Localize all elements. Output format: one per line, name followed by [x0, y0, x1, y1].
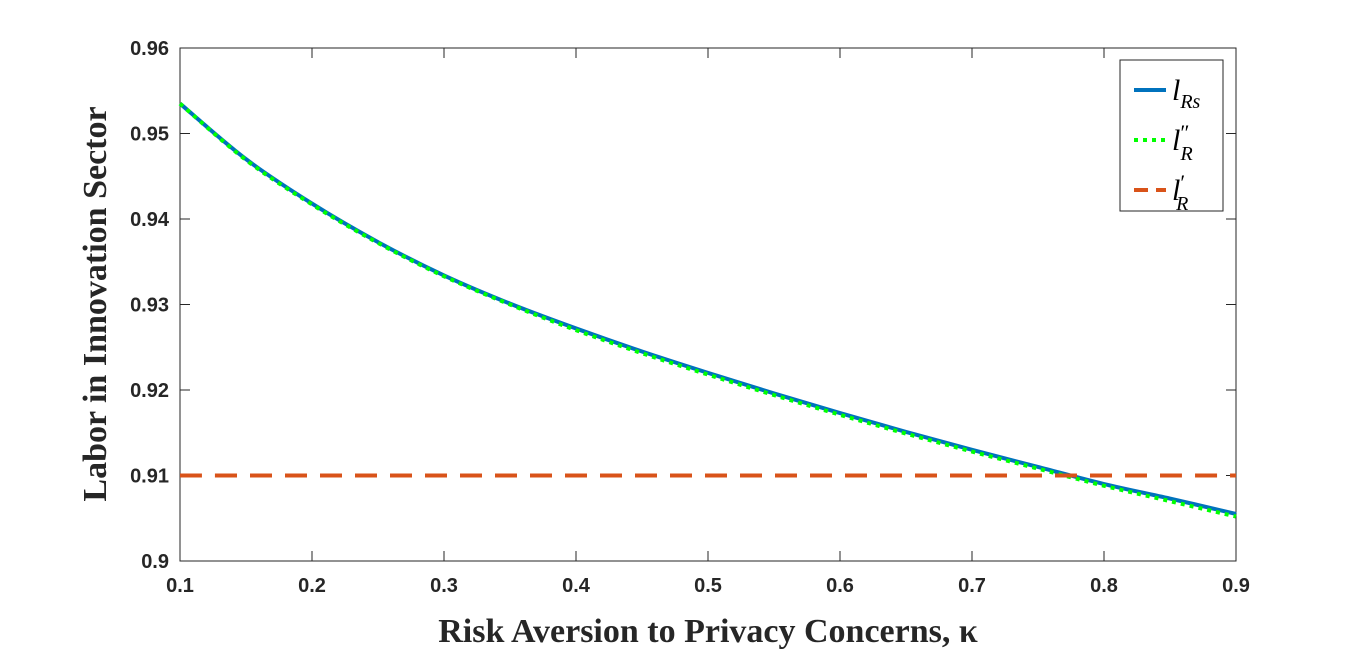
series-lines	[178, 102, 1237, 519]
plot-area	[179, 47, 1237, 562]
y-tick-label: 0.94	[130, 209, 170, 231]
legend-label: l′ R	[1172, 170, 1188, 215]
legend-box	[1119, 59, 1224, 212]
legend: lRs l″ R l′ R	[1119, 59, 1224, 215]
x-tick-label: 0.9	[1222, 575, 1250, 597]
y-tick-label: 0.9	[141, 551, 169, 573]
y-tick-label: 0.93	[130, 295, 169, 317]
x-tick-label: 0.6	[826, 575, 854, 597]
x-tick-label: 0.8	[1090, 575, 1118, 597]
series-line-solid	[178, 102, 1237, 516]
y-tick-label: 0.95	[130, 124, 169, 146]
y-axis-label: Labor in Innovation Sector	[77, 106, 114, 501]
x-axis-ticks: 0.1 0.2 0.3 0.4 0.5 0.6 0.7 0.8 0.9	[166, 48, 1250, 597]
legend-label: l″ R	[1172, 120, 1193, 165]
y-tick-label: 0.91	[130, 466, 169, 488]
y-tick-label: 0.96	[130, 38, 169, 60]
x-axis-label: Risk Aversion to Privacy Concerns, κ	[438, 613, 978, 650]
legend-label: lRs	[1172, 74, 1201, 113]
x-tick-label: 0.5	[694, 575, 722, 597]
x-tick-label: 0.2	[298, 575, 326, 597]
x-tick-label: 0.4	[562, 575, 591, 597]
x-tick-label: 0.1	[166, 575, 194, 597]
y-tick-label: 0.92	[130, 380, 169, 402]
x-tick-label: 0.3	[430, 575, 458, 597]
y-axis-ticks: 0.9 0.91 0.92 0.93 0.94 0.95 0.96	[130, 38, 1236, 573]
x-tick-label: 0.7	[958, 575, 986, 597]
